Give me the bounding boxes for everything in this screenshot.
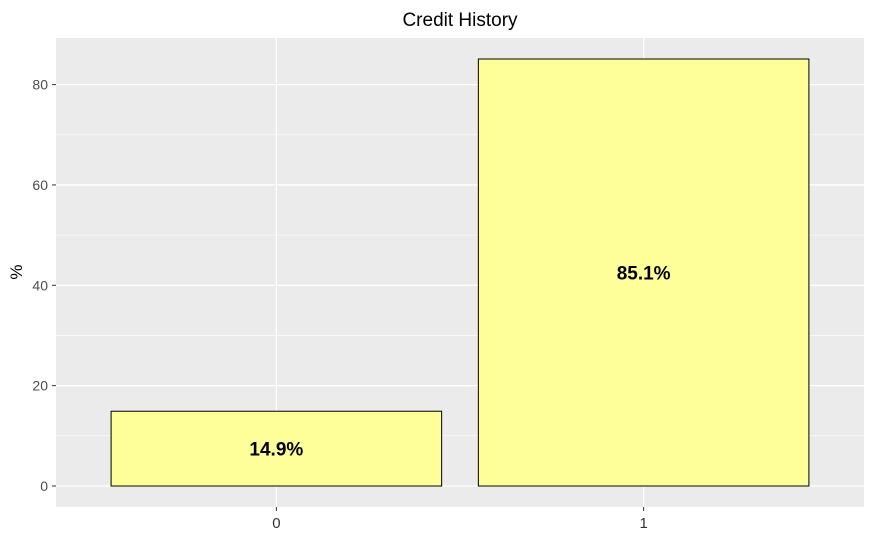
y-tick-label: 40 bbox=[32, 277, 48, 293]
y-axis-title: % bbox=[7, 264, 26, 279]
x-tick-label: 0 bbox=[272, 515, 280, 532]
y-tick-label: 0 bbox=[40, 478, 48, 494]
data-labels: 14.9% 85.1% bbox=[249, 264, 670, 461]
y-tick-label: 80 bbox=[32, 77, 48, 93]
x-tick-label: 1 bbox=[639, 515, 647, 532]
bar-data-label: 85.1% bbox=[617, 264, 671, 285]
y-tick-label: 20 bbox=[32, 378, 48, 394]
bar bbox=[477, 58, 810, 487]
bar-data-label: 14.9% bbox=[249, 440, 303, 461]
y-tick-label: 60 bbox=[32, 177, 48, 193]
bars bbox=[110, 58, 810, 487]
bar bbox=[110, 410, 443, 487]
chart-title: Credit History bbox=[402, 10, 518, 31]
y-axis: 0 20 40 60 80 bbox=[32, 77, 56, 494]
